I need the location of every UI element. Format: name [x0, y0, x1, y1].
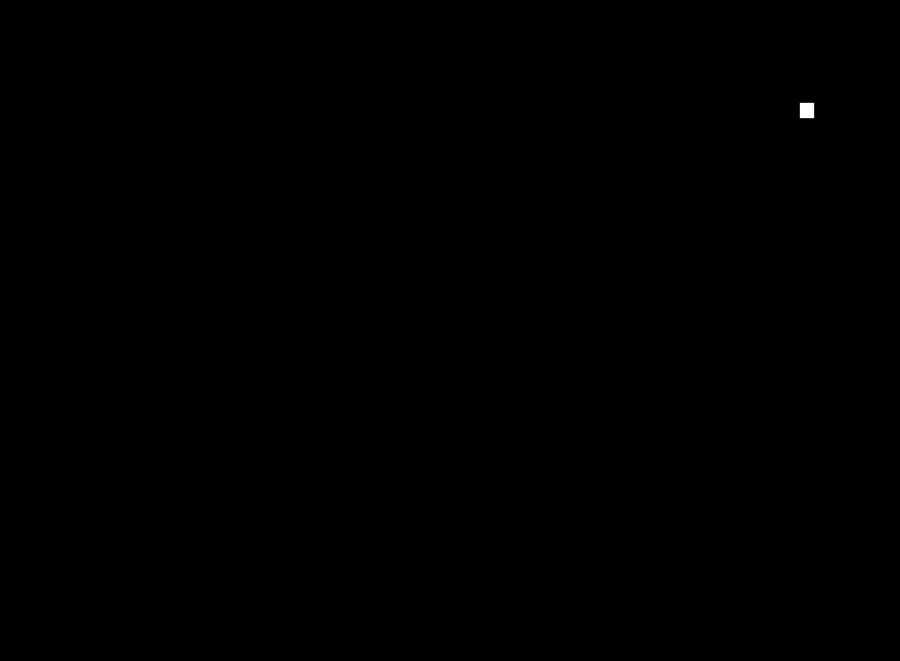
- Circle shape: [0, 0, 875, 661]
- Circle shape: [0, 0, 526, 661]
- Bar: [0, 0, 724, 661]
- Text: 2: 2: [544, 596, 554, 610]
- Bar: [236, 136, 410, 304]
- Circle shape: [181, 0, 900, 661]
- Text: 6: 6: [322, 391, 331, 405]
- Circle shape: [144, 0, 900, 661]
- Polygon shape: [435, 158, 447, 179]
- Text: 10: 10: [778, 477, 796, 491]
- Circle shape: [454, 447, 475, 468]
- Text: 3: 3: [97, 446, 106, 460]
- Circle shape: [454, 407, 475, 428]
- Polygon shape: [624, 212, 682, 294]
- Polygon shape: [585, 191, 610, 208]
- Text: 1: 1: [626, 348, 634, 363]
- Text: 8: 8: [465, 455, 474, 470]
- Polygon shape: [416, 192, 497, 380]
- Text: 12: 12: [612, 146, 630, 161]
- Text: 5: 5: [735, 541, 744, 556]
- Bar: [344, 370, 360, 385]
- Bar: [410, 119, 554, 397]
- Bar: [0, 0, 677, 661]
- Text: 14: 14: [259, 538, 277, 553]
- Circle shape: [179, 0, 900, 661]
- Polygon shape: [101, 95, 493, 480]
- Bar: [11, 33, 209, 423]
- Polygon shape: [763, 284, 805, 453]
- Polygon shape: [585, 324, 610, 341]
- Text: 7: 7: [404, 449, 413, 463]
- Circle shape: [528, 412, 579, 463]
- Polygon shape: [328, 321, 362, 360]
- Circle shape: [0, 0, 872, 661]
- Text: 11: 11: [232, 232, 250, 247]
- Bar: [799, 102, 815, 119]
- Text: 13: 13: [828, 132, 846, 146]
- Text: 9: 9: [489, 155, 498, 170]
- Circle shape: [507, 475, 527, 496]
- Circle shape: [507, 379, 527, 401]
- Polygon shape: [623, 212, 686, 317]
- Circle shape: [580, 475, 600, 496]
- Bar: [569, 116, 760, 377]
- Text: 12: 12: [612, 146, 630, 161]
- Circle shape: [632, 447, 652, 468]
- Polygon shape: [608, 185, 625, 198]
- Circle shape: [632, 407, 652, 428]
- Text: 4: 4: [39, 198, 48, 212]
- Circle shape: [580, 379, 600, 401]
- Text: 8: 8: [465, 455, 474, 470]
- Circle shape: [148, 0, 900, 661]
- Polygon shape: [602, 338, 620, 352]
- Bar: [410, 119, 504, 205]
